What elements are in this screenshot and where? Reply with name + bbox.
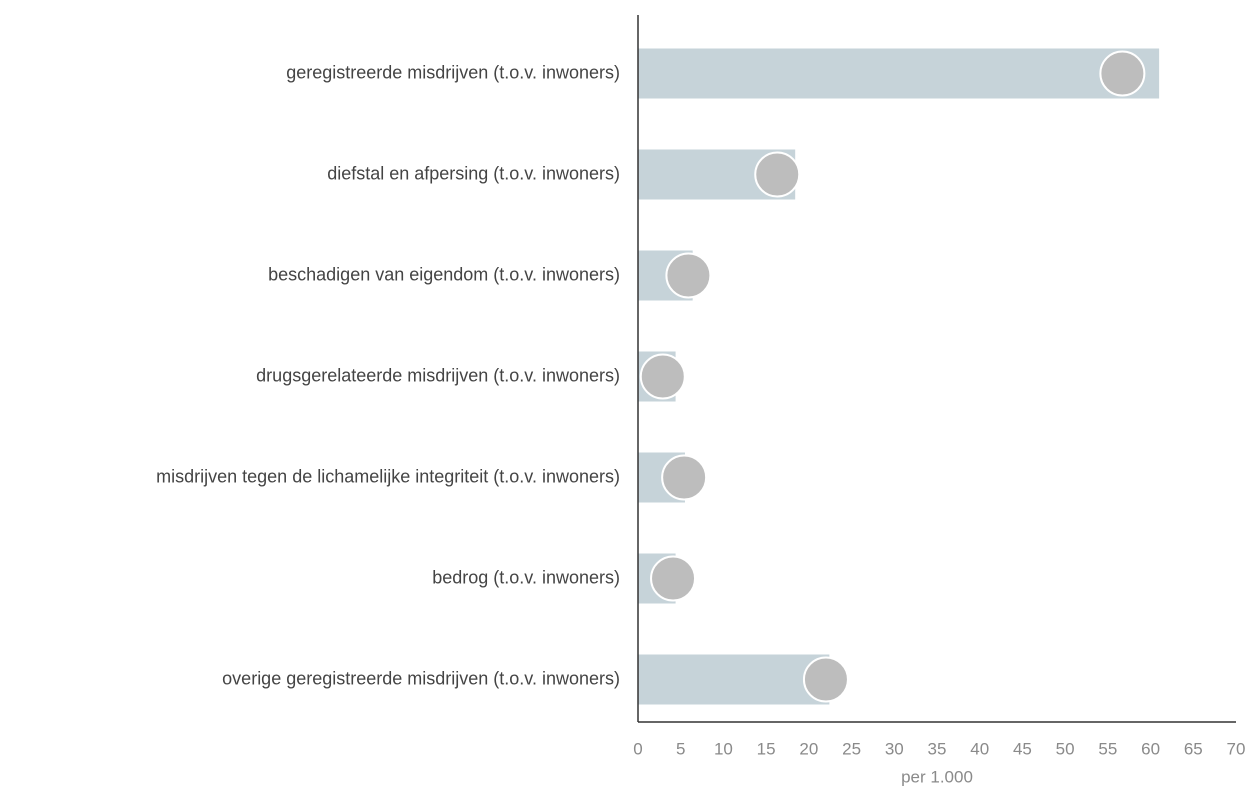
category-label: beschadigen van eigendom (t.o.v. inwoner… [268, 264, 620, 284]
dot [754, 151, 801, 198]
x-tick-label: 5 [676, 739, 685, 758]
dot [661, 454, 708, 501]
category-label: drugsgerelateerde misdrijven (t.o.v. inw… [256, 365, 620, 385]
x-tick-label: 65 [1184, 739, 1203, 758]
dot [665, 252, 712, 299]
x-tick-label: 70 [1227, 739, 1246, 758]
x-tick-label: 25 [842, 739, 861, 758]
category-label: bedrog (t.o.v. inwoners) [432, 567, 620, 587]
x-tick-label: 15 [757, 739, 776, 758]
x-tick-label: 35 [928, 739, 947, 758]
x-tick-label: 30 [885, 739, 904, 758]
x-tick-label: 45 [1013, 739, 1032, 758]
category-label: misdrijven tegen de lichamelijke integri… [156, 466, 620, 486]
x-tick-label: 55 [1098, 739, 1117, 758]
x-tick-label: 40 [970, 739, 989, 758]
bar [638, 48, 1160, 99]
category-label: geregistreerde misdrijven (t.o.v. inwone… [286, 62, 620, 82]
x-tick-label: 0 [633, 739, 642, 758]
x-tick-label: 10 [714, 739, 733, 758]
bar [638, 654, 830, 705]
x-tick-label: 50 [1056, 739, 1075, 758]
x-tick-label: 60 [1141, 739, 1160, 758]
dot [639, 353, 686, 400]
dot [650, 555, 697, 602]
category-label: diefstal en afpersing (t.o.v. inwoners) [327, 163, 620, 183]
dot [1099, 50, 1146, 97]
dot [802, 656, 849, 703]
x-tick-label: 20 [799, 739, 818, 758]
x-axis-label: per 1.000 [901, 767, 973, 786]
category-label: overige geregistreerde misdrijven (t.o.v… [222, 668, 620, 688]
